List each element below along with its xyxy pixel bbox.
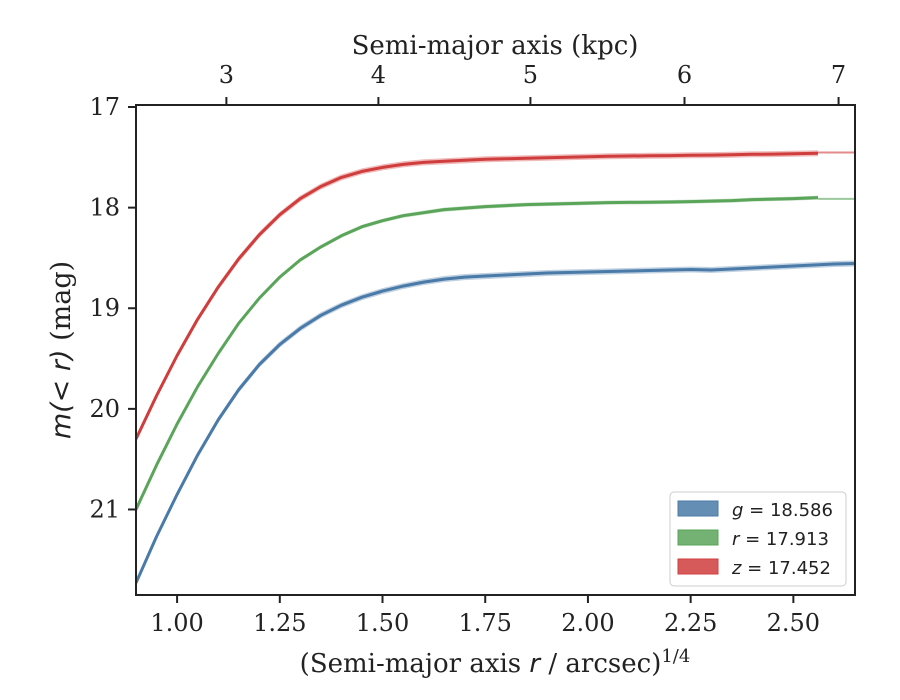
legend-value-g: = 18.586 — [743, 500, 833, 521]
bottom-axis-label: (Semi-major axis r / arcsec)1/4 — [300, 646, 691, 679]
series-line-g — [136, 262, 855, 584]
top-tick-label: 4 — [371, 61, 386, 89]
y-axis-label: m(< r) (mag) — [46, 261, 77, 439]
legend-swatch-z — [677, 558, 719, 575]
x-tick-label: 1.00 — [150, 609, 203, 637]
x-tick-label: 2.25 — [664, 609, 717, 637]
legend-value-r: = 17.913 — [739, 529, 829, 550]
legend-label-z: z = 17.452 — [731, 558, 831, 579]
bottom-axis-label-pre: (Semi-major axis — [300, 649, 530, 679]
bottom-axis-label-post: / arcsec) — [540, 649, 661, 679]
series-band-z — [136, 150, 818, 443]
legend-label-g: g = 18.586 — [732, 500, 833, 521]
bottom-axis-label-sup: 1/4 — [661, 646, 690, 667]
series-band-r — [136, 195, 818, 512]
legend-var-z: z — [731, 558, 742, 579]
legend-var-g: g — [732, 500, 743, 521]
y-axis-label-math: m(< r) — [46, 349, 77, 439]
series-line-r — [136, 196, 819, 511]
top-tick-label: 7 — [831, 61, 846, 89]
bottom-axis-label-var: r — [529, 649, 542, 679]
axis-labels: Semi-major axis (kpc) (Semi-major axis r… — [46, 31, 690, 679]
axes: 1.00 1.25 1.50 1.75 2.00 2.25 2.50 17 18 19 20 21 3 4… — [89, 61, 856, 637]
legend-swatch-r — [677, 529, 719, 546]
legend-swatch-g — [677, 500, 719, 517]
x-tick-label: 1.75 — [459, 609, 512, 637]
x-tick-label: 2.50 — [767, 609, 820, 637]
y-tick-label: 20 — [89, 395, 120, 423]
top-tick-label: 5 — [523, 61, 538, 89]
top-axis-label: Semi-major axis (kpc) — [352, 31, 639, 61]
x-tick-label: 1.50 — [356, 609, 409, 637]
legend-label-r: r = 17.913 — [732, 529, 829, 550]
y-axis-label-unit: (mag) — [46, 261, 77, 350]
top-tick-label: 6 — [677, 61, 692, 89]
x-tick-label: 1.25 — [253, 609, 306, 637]
plot-area — [136, 150, 855, 586]
y-tick-label: 18 — [89, 194, 120, 222]
x-tick-label: 2.00 — [561, 609, 614, 637]
top-tick-label: 3 — [219, 61, 234, 89]
y-tick-label: 21 — [89, 495, 120, 523]
legend-value-z: = 17.452 — [741, 558, 831, 579]
series-line-z — [136, 151, 819, 440]
plot-frame — [135, 104, 856, 596]
y-tick-label: 19 — [89, 294, 120, 322]
y-tick-label: 17 — [89, 93, 120, 121]
legend-var-r: r — [732, 529, 741, 550]
